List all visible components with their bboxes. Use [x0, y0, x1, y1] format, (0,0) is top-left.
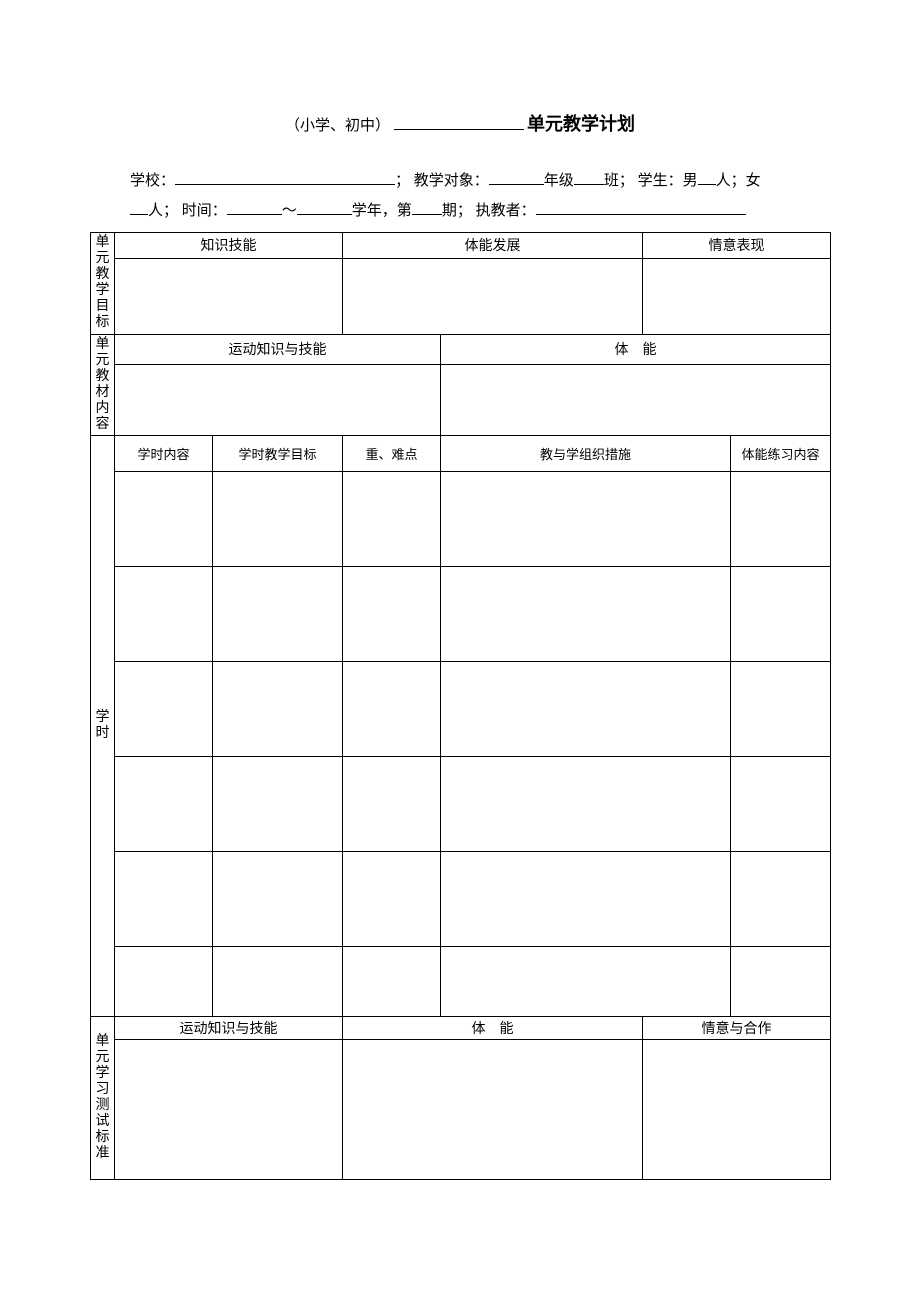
- p4c2: [213, 757, 343, 852]
- p1c5: [731, 472, 831, 567]
- sec3-col3: 情意与合作: [643, 1017, 831, 1040]
- period-row-1: [91, 472, 831, 567]
- p4c3: [343, 757, 441, 852]
- tilde: ～: [282, 203, 297, 219]
- period-row-3: [91, 662, 831, 757]
- school-blank: [175, 169, 395, 186]
- p6c5: [731, 947, 831, 1017]
- title-blank: [394, 115, 524, 130]
- female-blank: [130, 199, 148, 216]
- period-h2: 学时教学目标: [213, 436, 343, 472]
- grade-blank: [489, 169, 544, 186]
- student-label: 学生：男: [638, 173, 698, 189]
- period-row-4: [91, 757, 831, 852]
- period-h5: 体能练习内容: [731, 436, 831, 472]
- p3c2: [213, 662, 343, 757]
- sec3-body1: [115, 1040, 343, 1180]
- p4c1: [115, 757, 213, 852]
- period-row-5: [91, 852, 831, 947]
- p3c5: [731, 662, 831, 757]
- p6c4: [441, 947, 731, 1017]
- year2-blank: [297, 199, 352, 216]
- sec3-col1: 运动知识与技能: [115, 1017, 343, 1040]
- sec1-col1: 知识技能: [115, 233, 343, 259]
- p2c5: [731, 567, 831, 662]
- sec3-body3: [643, 1040, 831, 1180]
- female-suffix: 人；: [148, 203, 178, 219]
- class-blank: [574, 169, 604, 186]
- period-h4: 教与学组织措施: [441, 436, 731, 472]
- p2c1: [115, 567, 213, 662]
- time-label: 时间：: [182, 203, 227, 219]
- title-suffix: 单元教学计划: [527, 114, 635, 134]
- p4c4: [441, 757, 731, 852]
- p3c4: [441, 662, 731, 757]
- p6c2: [213, 947, 343, 1017]
- sec3-body2: [343, 1040, 643, 1180]
- sec3-vlabel: 单元学习测试标准: [91, 1017, 115, 1180]
- p1c3: [343, 472, 441, 567]
- teacher-blank: [536, 199, 746, 216]
- sec1-col3: 情意表现: [643, 233, 831, 259]
- period-h1: 学时内容: [115, 436, 213, 472]
- year-label: 学年，第: [352, 203, 412, 219]
- sep1: ；: [395, 173, 410, 189]
- teacher-label: 执教者：: [476, 203, 536, 219]
- sec2-head-row: 单元教材内容 运动知识与技能 体 能: [91, 334, 831, 364]
- p1c4: [441, 472, 731, 567]
- p5c5: [731, 852, 831, 947]
- sec3-body-row: [91, 1040, 831, 1180]
- p5c4: [441, 852, 731, 947]
- period-head-row: 学时 学时内容 学时教学目标 重、难点 教与学组织措施 体能练习内容: [91, 436, 831, 472]
- p2c3: [343, 567, 441, 662]
- sec3-col2: 体 能: [343, 1017, 643, 1040]
- period-row-2: [91, 567, 831, 662]
- title-prefix: （小学、初中）: [285, 118, 390, 134]
- period-h3: 重、难点: [343, 436, 441, 472]
- sec2-body1: [115, 364, 441, 435]
- sec3-head-row: 单元学习测试标准 运动知识与技能 体 能 情意与合作: [91, 1017, 831, 1040]
- p1c2: [213, 472, 343, 567]
- male-blank: [698, 169, 716, 186]
- page-title: （小学、初中） 单元教学计划: [90, 110, 830, 136]
- male-suffix: 人；女: [716, 173, 761, 189]
- target-label: 教学对象：: [414, 173, 489, 189]
- sec1-head-row: 单元教学目标 知识技能 体能发展 情意表现: [91, 233, 831, 259]
- p5c1: [115, 852, 213, 947]
- term-blank: [412, 199, 442, 216]
- p6c1: [115, 947, 213, 1017]
- class-suffix: 班；: [604, 173, 634, 189]
- sec1-col2: 体能发展: [343, 233, 643, 259]
- year1-blank: [227, 199, 282, 216]
- sec2-vlabel: 单元教材内容: [91, 334, 115, 436]
- p3c3: [343, 662, 441, 757]
- p5c2: [213, 852, 343, 947]
- grade-suffix: 年级: [544, 173, 574, 189]
- p4c5: [731, 757, 831, 852]
- school-label: 学校：: [130, 173, 175, 189]
- sec1-body2: [343, 258, 643, 334]
- sec1-body3: [643, 258, 831, 334]
- period-row-6: [91, 947, 831, 1017]
- sec2-col1: 运动知识与技能: [115, 334, 441, 364]
- plan-table: 单元教学目标 知识技能 体能发展 情意表现 单元教材内容 运动知识与技能 体 能…: [90, 232, 831, 1180]
- p2c2: [213, 567, 343, 662]
- p2c4: [441, 567, 731, 662]
- sec1-body1: [115, 258, 343, 334]
- period-vlabel: 学时: [91, 436, 115, 1017]
- sec1-vlabel: 单元教学目标: [91, 233, 115, 335]
- term-suffix: 期；: [442, 203, 472, 219]
- sec1-body-row: [91, 258, 831, 334]
- sec2-body-row: [91, 364, 831, 435]
- sec2-body2: [441, 364, 831, 435]
- p5c3: [343, 852, 441, 947]
- p3c1: [115, 662, 213, 757]
- info-block: 学校： ； 教学对象： 年级 班； 学生：男 人；女 人； 时间： ～ 学年，第 期； 执教者…: [130, 166, 790, 226]
- p6c3: [343, 947, 441, 1017]
- sec2-col2: 体 能: [441, 334, 831, 364]
- p1c1: [115, 472, 213, 567]
